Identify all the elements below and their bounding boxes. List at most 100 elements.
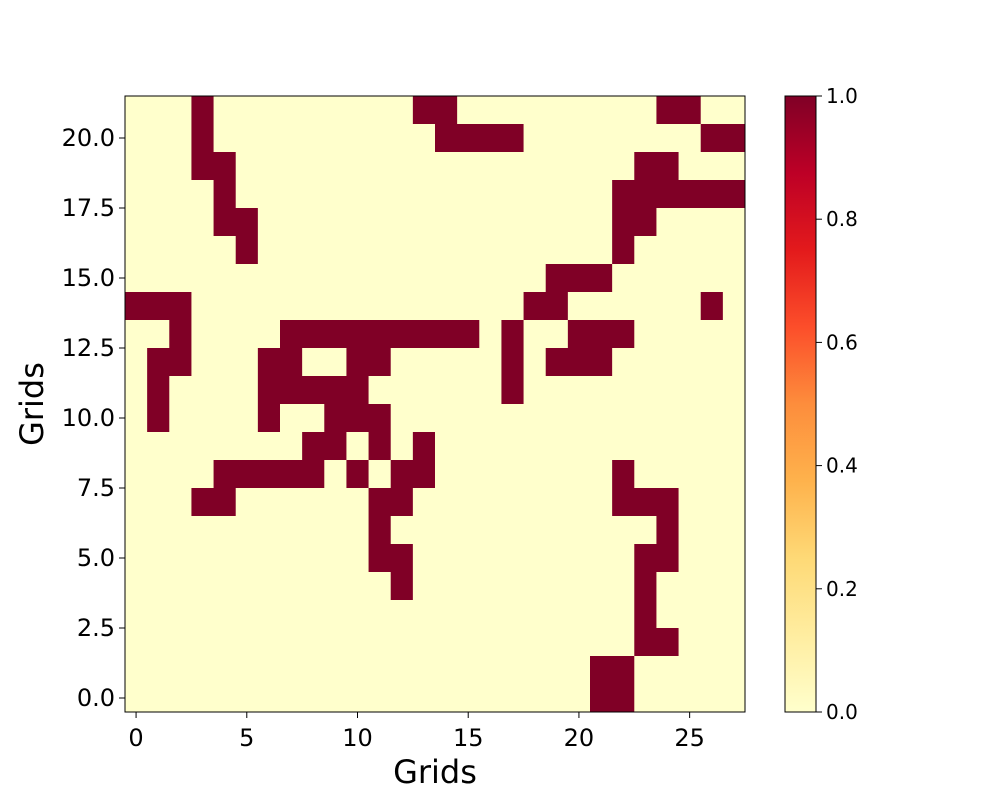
heatmap-cell <box>147 628 170 657</box>
heatmap-cell <box>590 656 613 685</box>
heatmap-cell <box>700 236 724 265</box>
heatmap-cell <box>324 628 347 657</box>
heatmap-cell <box>479 96 502 125</box>
heatmap-cell <box>302 152 325 181</box>
heatmap-cell <box>722 376 746 405</box>
heatmap-cell <box>700 600 724 629</box>
heatmap-cell <box>457 152 480 181</box>
heatmap-cell <box>125 348 148 377</box>
colorbar-tick-label: 0.6 <box>826 330 858 354</box>
heatmap-cell <box>125 124 148 153</box>
heatmap-cell <box>567 516 591 545</box>
heatmap-cell <box>700 292 724 321</box>
x-tick-label: 0 <box>128 724 143 752</box>
heatmap-cell <box>656 684 679 713</box>
heatmap-cell <box>257 628 281 657</box>
heatmap-cell <box>125 152 148 181</box>
heatmap-cell <box>590 516 613 545</box>
heatmap-cell <box>302 124 325 153</box>
heatmap-cell <box>390 124 414 153</box>
heatmap-cell <box>501 236 524 265</box>
y-tick-label: 17.5 <box>62 194 115 222</box>
heatmap-cell <box>501 292 524 321</box>
heatmap-cell <box>147 684 170 713</box>
heatmap-cell <box>523 544 547 573</box>
heatmap-cell <box>346 544 369 573</box>
heatmap-cell <box>590 404 613 433</box>
heatmap-cell <box>722 348 746 377</box>
heatmap-cell <box>235 236 259 265</box>
heatmap-cell <box>722 292 746 321</box>
heatmap-cell <box>125 432 148 461</box>
heatmap-cell <box>169 208 192 237</box>
heatmap-cell <box>213 460 237 489</box>
heatmap-cell <box>412 124 436 153</box>
heatmap-cell <box>457 516 480 545</box>
heatmap-cell <box>590 376 613 405</box>
heatmap-cell <box>191 460 214 489</box>
heatmap-cell <box>722 656 746 685</box>
heatmap-cell <box>213 180 237 209</box>
heatmap-cell <box>213 516 237 545</box>
heatmap-cell <box>324 208 347 237</box>
heatmap-cell <box>523 656 547 685</box>
heatmap-cell <box>656 320 679 349</box>
heatmap-cell <box>678 124 702 153</box>
heatmap-cell <box>634 180 657 209</box>
heatmap-cell <box>412 376 436 405</box>
heatmap-cell <box>722 180 746 209</box>
heatmap-cell <box>567 152 591 181</box>
heatmap-cell <box>501 124 524 153</box>
heatmap-cell <box>346 488 369 517</box>
heatmap-cell <box>235 656 259 685</box>
heatmap-cell <box>324 152 347 181</box>
heatmap-cell <box>678 684 702 713</box>
heatmap-cell <box>125 208 148 237</box>
heatmap-cell <box>412 292 436 321</box>
heatmap-cell <box>213 208 237 237</box>
heatmap-cell <box>501 348 524 377</box>
heatmap-cell <box>457 208 480 237</box>
heatmap-cell <box>147 152 170 181</box>
heatmap-cell <box>656 656 679 685</box>
heatmap-cell <box>523 152 547 181</box>
heatmap-cell <box>302 544 325 573</box>
heatmap-cell <box>678 376 702 405</box>
colorbar-tick-label: 0.8 <box>826 207 858 231</box>
heatmap-cell <box>235 96 259 125</box>
heatmap-cell <box>390 684 414 713</box>
heatmap-cell <box>280 348 303 377</box>
heatmap-cell <box>656 208 679 237</box>
heatmap-cell <box>257 292 281 321</box>
heatmap-cell <box>457 124 480 153</box>
heatmap-cell <box>722 544 746 573</box>
x-tick-label: 15 <box>453 724 484 752</box>
heatmap-cell <box>457 572 480 601</box>
heatmap-cell <box>479 628 502 657</box>
y-tick-label: 20.0 <box>62 124 115 152</box>
heatmap-cell <box>324 488 347 517</box>
heatmap-cell <box>700 348 724 377</box>
heatmap-cell <box>479 656 502 685</box>
heatmap-cell <box>235 264 259 293</box>
heatmap-cell <box>302 180 325 209</box>
heatmap-cell <box>678 348 702 377</box>
heatmap-cell <box>191 348 214 377</box>
heatmap-cell <box>567 292 591 321</box>
heatmap-cell <box>545 544 569 573</box>
heatmap-cell <box>147 236 170 265</box>
heatmap-cell <box>125 572 148 601</box>
heatmap-cell <box>567 628 591 657</box>
heatmap-cell <box>213 600 237 629</box>
heatmap-cell <box>324 600 347 629</box>
heatmap-cell <box>147 432 170 461</box>
heatmap-cell <box>191 656 214 685</box>
heatmap-cell <box>412 236 436 265</box>
heatmap-cell <box>280 264 303 293</box>
heatmap-cell <box>346 404 369 433</box>
heatmap-cell <box>213 432 237 461</box>
heatmap-cell <box>567 572 591 601</box>
heatmap-cell <box>235 404 259 433</box>
heatmap-cell <box>280 124 303 153</box>
heatmap-cell <box>523 516 547 545</box>
